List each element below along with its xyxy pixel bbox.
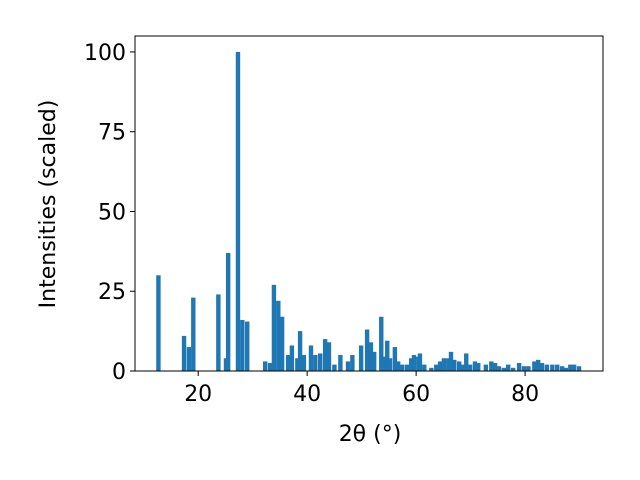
bar [448, 351, 454, 371]
bar [472, 361, 478, 371]
bar [489, 361, 494, 371]
bar [186, 347, 192, 371]
bar [506, 364, 511, 371]
x-axis-label: 2θ (°) [339, 422, 402, 447]
bar [434, 364, 439, 371]
bar [399, 364, 405, 371]
plot-frame [134, 35, 604, 372]
bar [350, 355, 355, 371]
bar [308, 345, 314, 371]
bar [295, 358, 300, 371]
bar [285, 355, 291, 371]
bar [395, 361, 401, 371]
bar [392, 347, 398, 371]
bar [301, 355, 307, 371]
bar [225, 252, 231, 371]
bar [532, 361, 537, 371]
bar [460, 364, 466, 371]
bar [526, 366, 531, 371]
bar [441, 358, 447, 371]
bar [276, 300, 281, 371]
bar [245, 321, 250, 371]
x-tick-label: 40 [293, 382, 321, 407]
bar [483, 364, 489, 371]
bar [267, 363, 273, 371]
bar [263, 361, 268, 371]
bar [358, 345, 364, 371]
bar [501, 367, 507, 371]
bar [379, 316, 384, 371]
bar [381, 356, 386, 371]
y-tick-label: 75 [98, 121, 126, 146]
bar [411, 355, 417, 371]
bar [516, 363, 522, 371]
bar [563, 367, 569, 371]
bar [429, 367, 434, 371]
bar [568, 364, 573, 371]
bar [464, 353, 469, 371]
y-tick-label: 25 [98, 280, 126, 305]
bar [322, 339, 328, 371]
bar [559, 366, 565, 371]
bar [191, 297, 196, 371]
bar [555, 364, 560, 371]
bar [521, 366, 527, 371]
bar [313, 355, 318, 371]
bar [422, 364, 427, 371]
bar [289, 345, 295, 371]
bar [181, 335, 187, 371]
bar [446, 358, 451, 371]
bar [271, 284, 277, 371]
bar [385, 340, 390, 371]
bar [387, 358, 393, 371]
bar [456, 361, 462, 371]
bar [467, 364, 473, 371]
bar [539, 363, 545, 371]
bar [364, 329, 370, 371]
y-axis-label: Intensities (scaled) [36, 100, 61, 309]
x-tick-label: 60 [402, 382, 430, 407]
x-tick-label: 80 [511, 382, 539, 407]
bar [417, 353, 423, 371]
bar [235, 51, 241, 371]
bar [240, 319, 245, 371]
bar [332, 364, 337, 371]
bar [156, 275, 161, 371]
y-tick-label: 0 [112, 360, 126, 385]
y-tick-label: 50 [98, 200, 126, 225]
bar [510, 367, 516, 371]
bar [476, 363, 481, 371]
bar [371, 351, 377, 371]
bar [404, 364, 410, 371]
bar [409, 358, 414, 371]
bar [318, 353, 323, 371]
bar [492, 363, 498, 371]
bar [326, 342, 332, 371]
bar [297, 331, 303, 371]
bar [496, 366, 502, 371]
bar [368, 342, 374, 371]
x-tick-label: 20 [184, 382, 212, 407]
bar [452, 359, 457, 371]
bar [576, 366, 582, 371]
bar [571, 364, 577, 371]
bar [544, 364, 550, 371]
bar [550, 364, 555, 371]
bar [535, 359, 541, 371]
bar [338, 355, 343, 371]
bar [216, 294, 221, 371]
bar [345, 361, 351, 371]
bar [279, 316, 285, 371]
y-tick-label: 100 [84, 41, 126, 66]
bar [437, 361, 443, 371]
